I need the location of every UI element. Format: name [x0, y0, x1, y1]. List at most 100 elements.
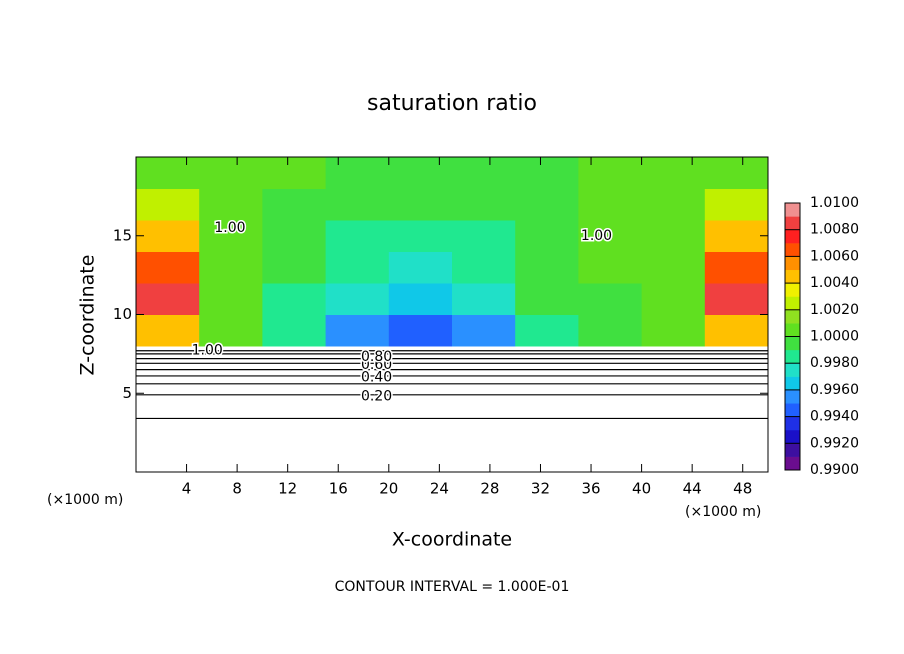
heatmap-cell	[388, 157, 453, 189]
heatmap-cell	[136, 251, 200, 284]
x-unit-label: (×1000 m)	[685, 504, 761, 520]
heatmap-cell	[515, 251, 579, 284]
x-tick-label: 20	[379, 480, 398, 498]
heatmap-cell	[262, 157, 327, 189]
x-tick-label: 4	[182, 480, 192, 498]
contour-label: 0.80	[361, 349, 392, 365]
x-tick-label: 40	[632, 480, 651, 498]
heatmap-cell	[641, 220, 706, 252]
heatmap-cell	[325, 220, 390, 252]
heatmap-cell	[452, 251, 516, 284]
x-tick-label: 8	[232, 480, 242, 498]
heatmap-cell	[452, 220, 516, 252]
colorbar-band	[785, 416, 800, 431]
heatmap-cell	[199, 220, 263, 252]
heatmap-cell	[515, 188, 579, 221]
heatmap-cell	[262, 283, 327, 315]
colorbar-band	[785, 203, 800, 217]
heatmap-cell	[136, 283, 200, 315]
colorbar-band	[785, 349, 800, 364]
heatmap-cell	[199, 251, 263, 284]
heatmap-cell	[641, 188, 706, 221]
heatmap-cell	[641, 157, 706, 189]
heatmap-cell	[262, 188, 327, 221]
colorbar-band	[785, 216, 800, 230]
heatmap-cell	[388, 283, 453, 315]
colorbar-band	[785, 296, 800, 311]
heatmap-cell	[452, 314, 516, 347]
colorbar-band	[785, 376, 800, 391]
heatmap-cell	[704, 251, 769, 284]
colorbar-band	[785, 269, 800, 284]
footer: CONTOUR INTERVAL = 1.000E-01	[335, 579, 570, 595]
heatmap-cell	[388, 188, 453, 221]
heatmap-cell	[704, 220, 769, 252]
heatmap-cell	[325, 314, 390, 347]
heatmap-cell	[515, 157, 579, 189]
heatmap-cell	[452, 283, 516, 315]
heatmap-cell	[578, 188, 643, 221]
heatmap-cell	[578, 251, 643, 284]
heatmap-cell	[704, 283, 769, 315]
x-axis-label: X-coordinate	[392, 529, 512, 551]
colorbar-band	[785, 403, 800, 417]
heatmap-cell	[325, 188, 390, 221]
heatmap-cell	[388, 220, 453, 252]
heatmap-cell	[136, 188, 200, 221]
contour-label: 1.00	[214, 220, 245, 236]
colorbar-band	[785, 323, 800, 337]
x-tick-label: 32	[531, 480, 550, 498]
heatmap-cell	[452, 188, 516, 221]
x-tick-label: 24	[430, 480, 449, 498]
x-tick-label: 48	[733, 480, 752, 498]
y-tick-label: 10	[113, 305, 132, 323]
colorbar-tick-label: 1.0020	[810, 302, 859, 318]
heatmap-cell	[199, 314, 263, 347]
heatmap-cell	[452, 157, 516, 189]
heatmap-cell	[515, 283, 579, 315]
x-unit-label: (×1000 m)	[47, 492, 123, 508]
heatmap-cell	[704, 188, 769, 221]
x-tick-label: 16	[329, 480, 348, 498]
heatmap-cell	[136, 314, 200, 347]
heatmap-cell	[578, 157, 643, 189]
heatmap-cell	[578, 314, 643, 347]
heatmap-cell	[325, 157, 390, 189]
colorbar-tick-label: 0.9940	[810, 409, 859, 425]
heatmap-cell	[641, 283, 706, 315]
heatmap-cell	[262, 220, 327, 252]
heatmap-cell	[515, 220, 579, 252]
heatmap-cell	[136, 157, 200, 189]
heatmap-cell	[262, 314, 327, 347]
chart-title: saturation ratio	[367, 91, 537, 116]
x-tick-label: 36	[581, 480, 600, 498]
colorbar-tick-label: 0.9980	[810, 355, 859, 371]
colorbar-band	[785, 363, 800, 377]
colorbar-tick-label: 0.9920	[810, 435, 859, 451]
heatmap-cell	[388, 314, 453, 347]
colorbar-band	[785, 389, 800, 404]
colorbar-tick-label: 0.9960	[810, 382, 859, 398]
heatmap-cell	[704, 157, 769, 189]
heatmap-cell	[704, 314, 769, 347]
heatmap-cell	[136, 220, 200, 252]
y-tick-label: 15	[113, 226, 132, 244]
colorbar-tick-label: 1.0060	[810, 248, 859, 264]
x-tick-label: 12	[278, 480, 297, 498]
x-tick-label: 28	[480, 480, 499, 498]
heatmap-cell	[199, 188, 263, 221]
contour-label: 0.20	[361, 388, 392, 404]
colorbar-band	[785, 456, 800, 471]
contour-label: 0.40	[361, 370, 392, 386]
heatmap-cell	[199, 157, 263, 189]
heatmap-cell	[325, 251, 390, 284]
heatmap-cell	[641, 251, 706, 284]
heatmap-cell	[578, 220, 643, 252]
colorbar-tick-label: 0.9900	[810, 462, 859, 478]
colorbar-tick-label: 1.0080	[810, 222, 859, 238]
colorbar-band	[785, 429, 800, 444]
heatmap-cell	[325, 283, 390, 315]
colorbar-band	[785, 336, 800, 351]
y-tick-label: 5	[122, 384, 132, 402]
